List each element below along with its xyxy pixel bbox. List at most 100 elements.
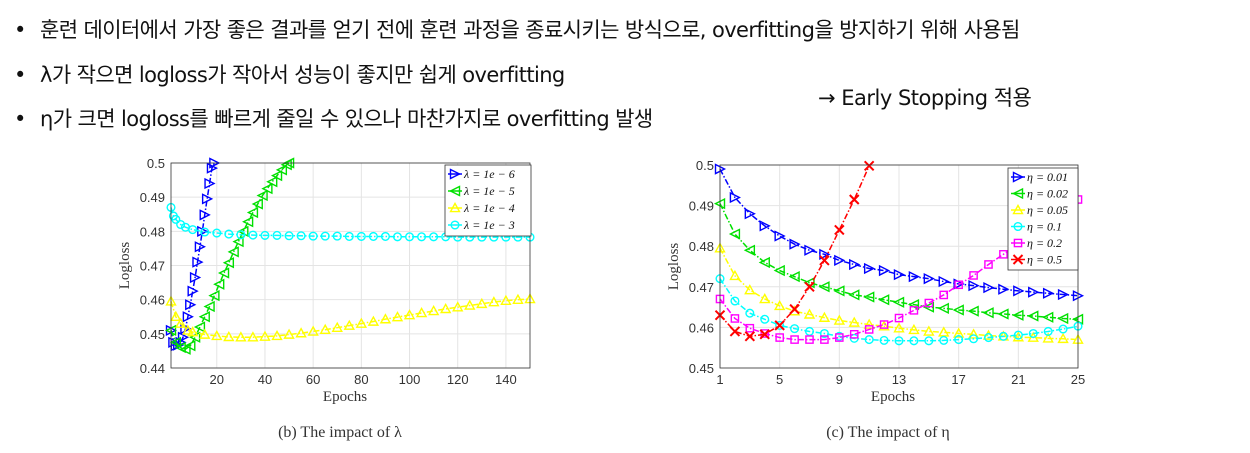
triangle-left-marker <box>743 244 756 256</box>
legend-entry: η = 0.5 <box>1027 253 1062 267</box>
square-marker <box>939 290 949 300</box>
circle-marker <box>417 232 427 242</box>
square-marker <box>775 333 784 342</box>
square-marker <box>820 335 829 344</box>
circle-marker <box>188 225 198 235</box>
x-tick-label: 13 <box>892 372 906 387</box>
triangle-left-marker <box>952 304 964 316</box>
triangle-right-marker <box>804 244 816 256</box>
circle-marker <box>236 230 246 240</box>
triangle-up-marker <box>355 317 368 328</box>
x-tick-label: 9 <box>836 372 843 387</box>
triangle-right-marker <box>938 275 950 288</box>
series-line <box>719 168 1079 297</box>
x-marker <box>849 194 860 205</box>
circle-marker <box>745 308 755 318</box>
triangle-left-marker <box>1057 312 1069 325</box>
triangle-up-marker <box>1012 204 1024 215</box>
circle-marker <box>200 227 210 237</box>
triangle-left-marker <box>169 336 182 349</box>
bullet-item: • λ가 작으면 logloss가 작아서 성능이 좋지만 쉽게 overfitt… <box>14 59 565 89</box>
square-marker <box>999 250 1008 259</box>
triangle-right-marker <box>204 177 216 190</box>
y-tick-label: 0.47 <box>689 280 714 295</box>
x-tick-label: 40 <box>258 372 272 387</box>
circle-marker <box>332 231 342 241</box>
square-marker <box>894 313 904 323</box>
circle-marker <box>730 296 740 306</box>
chart-1: 20 40 60 80 100 120 140 0.44 0.45 0.46 0.47 0.48 0.4… <box>117 156 536 441</box>
triangle-up-marker <box>427 305 440 316</box>
series-triangle-up <box>165 293 536 342</box>
triangle-up-marker <box>1042 332 1054 343</box>
triangle-up-marker <box>863 318 875 329</box>
triangle-left-marker <box>275 164 288 176</box>
triangle-up-marker <box>259 330 271 341</box>
triangle-up-marker <box>170 310 182 322</box>
triangle-up-marker <box>283 328 295 339</box>
triangle-up-marker <box>967 328 980 339</box>
triangle-left-marker <box>227 246 239 258</box>
x-marker <box>774 320 785 331</box>
plot-frame <box>170 162 531 369</box>
triangle-left-marker <box>256 189 268 202</box>
triangle-up-marker <box>439 302 452 314</box>
circle-marker <box>1043 326 1053 336</box>
square-marker <box>835 333 844 342</box>
triangle-right-marker <box>187 285 199 297</box>
triangle-left-marker <box>246 206 259 219</box>
circle-marker <box>760 314 770 324</box>
triangle-right-marker <box>182 311 194 323</box>
triangle-up-marker <box>235 331 247 342</box>
series-line <box>170 298 531 338</box>
bullet-symbol: • <box>14 18 26 42</box>
triangle-right-marker <box>189 271 202 284</box>
triangle-up-marker <box>379 313 392 324</box>
triangle-left-marker <box>270 170 283 182</box>
triangle-left-marker <box>203 300 215 313</box>
triangle-left-marker <box>1027 310 1039 322</box>
chart-caption: (c) The impact of η <box>826 424 950 441</box>
triangle-left-marker <box>222 257 235 269</box>
triangle-up-marker <box>452 301 464 312</box>
triangle-up-marker <box>773 299 786 311</box>
triangle-left-marker <box>892 296 905 308</box>
circle-marker <box>405 232 415 242</box>
triangle-right-marker <box>759 220 771 232</box>
triangle-up-marker <box>848 316 860 327</box>
triangle-up-marker <box>391 311 404 322</box>
y-tick-label: 0.5 <box>147 156 165 171</box>
triangle-left-marker <box>937 302 949 314</box>
legend-entry: λ = 1e − 3 <box>463 218 515 232</box>
x-marker <box>789 303 800 315</box>
circle-marker <box>924 336 934 346</box>
triangle-up-marker <box>174 317 187 328</box>
y-tick-label: 0.49 <box>140 190 165 205</box>
triangle-left-marker <box>237 225 249 237</box>
triangle-left-marker <box>208 289 220 302</box>
legend-entry: η = 0.01 <box>1027 170 1068 184</box>
x-axis-label: Epochs <box>323 389 367 405</box>
circle-marker <box>429 232 439 242</box>
x-marker <box>729 326 741 337</box>
triangle-left-marker <box>251 198 263 210</box>
triangle-up-marker <box>476 297 488 309</box>
x-tick-label: 140 <box>495 372 517 387</box>
triangle-up-marker <box>367 315 380 326</box>
circle-marker <box>1028 328 1038 339</box>
x-marker <box>819 255 830 266</box>
x-tick-label: 80 <box>354 372 368 387</box>
triangle-right-marker <box>923 273 935 285</box>
triangle-up-marker <box>1012 331 1025 342</box>
triangle-right-marker <box>185 299 197 311</box>
square-marker <box>745 323 755 333</box>
square-marker <box>909 306 919 315</box>
y-tick-label: 0.49 <box>689 199 714 214</box>
triangle-right-marker <box>177 331 190 343</box>
triangle-left-marker <box>758 256 770 269</box>
triangle-right-marker <box>878 264 891 277</box>
triangle-up-marker <box>488 296 500 307</box>
triangle-left-marker <box>198 311 210 323</box>
circle-marker <box>790 324 800 334</box>
x-tick-label: 25 <box>1071 372 1085 387</box>
